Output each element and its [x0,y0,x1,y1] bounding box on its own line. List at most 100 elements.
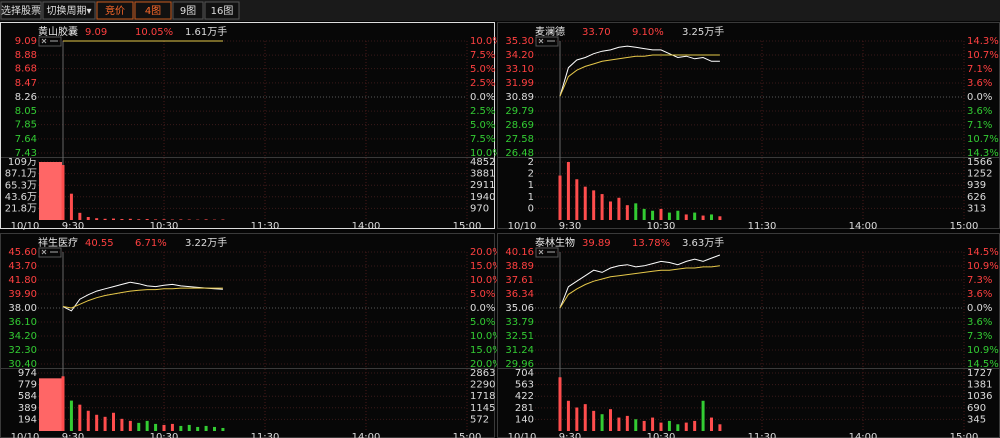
toolbar-button[interactable] [0,1,42,20]
y2-tick-label: 5.0% [470,289,495,300]
volume-bar [617,417,621,431]
volume-bar [718,424,722,431]
volume-bar [625,205,629,220]
volume-bar [558,377,562,431]
volume-bar [103,218,107,220]
volume-bar [659,422,663,431]
toolbar-button-label[interactable]: 竞价 [105,4,125,17]
toolbar-button-label[interactable]: 切换周期▾ [46,4,91,17]
volume-bar [137,219,141,220]
y-tick-label: 37.61 [505,275,534,286]
y-tick-label: 7.43 [15,148,37,159]
y-tick-label: 33.10 [505,64,534,75]
volume-tick-label: 2 [528,169,534,180]
volume-tick-label: 563 [515,380,534,391]
auction-icon [538,38,555,44]
volume-tick-label: 194 [18,414,37,425]
toolbar-button[interactable] [96,1,134,20]
y2-tick-label: 10.9% [967,261,999,272]
volume-tick-label: 0 [528,203,534,214]
chart-panel[interactable] [0,233,495,438]
volume-bar [120,418,124,431]
y2-tick-label: 20.0% [470,247,502,258]
volume-bar [600,194,604,220]
y2-tick-label: 20.0% [470,359,502,370]
average-line [559,265,720,309]
volume-tick-label: 1 [528,192,534,203]
auction-icon [538,249,555,255]
x-tick-label: 15:00 [453,221,482,232]
y-tick-label: 30.40 [8,359,37,370]
toolbar-button[interactable] [42,1,96,20]
volume-tick-label: 3881 [470,169,495,180]
toolbar-button-label[interactable]: 9图 [180,5,196,17]
stock-name: 麦澜德 [535,25,565,38]
change-pct: 10.05% [135,27,173,38]
x-tick-label: 10:30 [647,221,676,232]
volume-bar [61,376,65,431]
volume-bar [609,201,612,220]
y2-tick-label: 10.7% [967,50,999,61]
volume-bar [667,420,671,431]
auction-toggle[interactable] [535,247,559,258]
y-tick-label: 8.26 [15,92,37,103]
volume-tick-label: 584 [18,391,37,402]
y2-tick-label: 0.0% [470,92,495,103]
volume-tick-label: 970 [470,203,489,214]
y2-tick-label: 14.5% [967,359,999,370]
y2-tick-label: 0.0% [470,303,495,314]
x-tick-label: 14:00 [352,432,381,438]
toolbar-button-label[interactable]: 4图 [145,5,161,17]
y-tick-label: 28.69 [505,120,534,131]
volume-total: 3.22万手 [185,236,227,249]
x-tick-label: 9:30 [62,432,84,438]
chart-panel[interactable] [0,22,495,229]
volume-total: 3.63万手 [682,236,724,249]
volume-bar [701,400,705,431]
volume-tick-label: 1036 [967,391,992,402]
volume-bar [609,409,612,431]
volume-bar [592,410,596,431]
volume-bar [86,410,90,431]
volume-tick-label: 281 [515,403,534,414]
y2-tick-label: 3.6% [967,78,992,89]
toolbar-button[interactable] [134,1,172,20]
y-tick-label: 8.05 [15,106,37,117]
auction-toggle[interactable] [38,247,62,258]
volume-bar [642,420,646,431]
y-tick-label: 29.96 [505,359,534,370]
chart-panel[interactable] [497,22,1000,229]
y2-tick-label: 10.0% [470,331,502,342]
toolbar-button[interactable] [172,1,204,20]
volume-bar [659,208,663,220]
auction-toggle[interactable] [38,36,62,47]
y2-tick-label: 3.6% [967,289,992,300]
volume-bar [684,214,688,220]
auction-toggle[interactable] [535,36,559,47]
y-tick-label: 29.79 [505,106,534,117]
y-tick-label: 8.47 [15,78,37,89]
volume-tick-label: 313 [967,203,986,214]
volume-bar [204,425,208,431]
volume-tick-label: 1727 [967,368,992,379]
average-line [559,54,720,97]
toolbar-button[interactable] [204,1,240,20]
y-tick-label: 30.89 [505,92,534,103]
x-tick-label: 15:00 [453,432,482,438]
y-tick-label: 31.24 [505,345,534,356]
volume-bar [651,417,655,431]
volume-bar [221,427,225,431]
y-tick-label: 35.30 [505,36,534,47]
volume-bar [179,219,183,220]
y-tick-label: 8.68 [15,64,37,75]
x-tick-label: 9:30 [62,221,84,232]
last-price: 39.89 [582,238,611,249]
volume-bar [69,400,73,431]
volume-total: 3.25万手 [682,25,724,38]
volume-tick-label: 1381 [967,380,992,391]
auction-icon [41,38,58,44]
toolbar-button-label[interactable]: 选择股票 [1,4,41,17]
last-price: 40.55 [85,238,114,249]
volume-bar [634,419,638,431]
toolbar-button-label[interactable]: 16图 [211,5,234,17]
